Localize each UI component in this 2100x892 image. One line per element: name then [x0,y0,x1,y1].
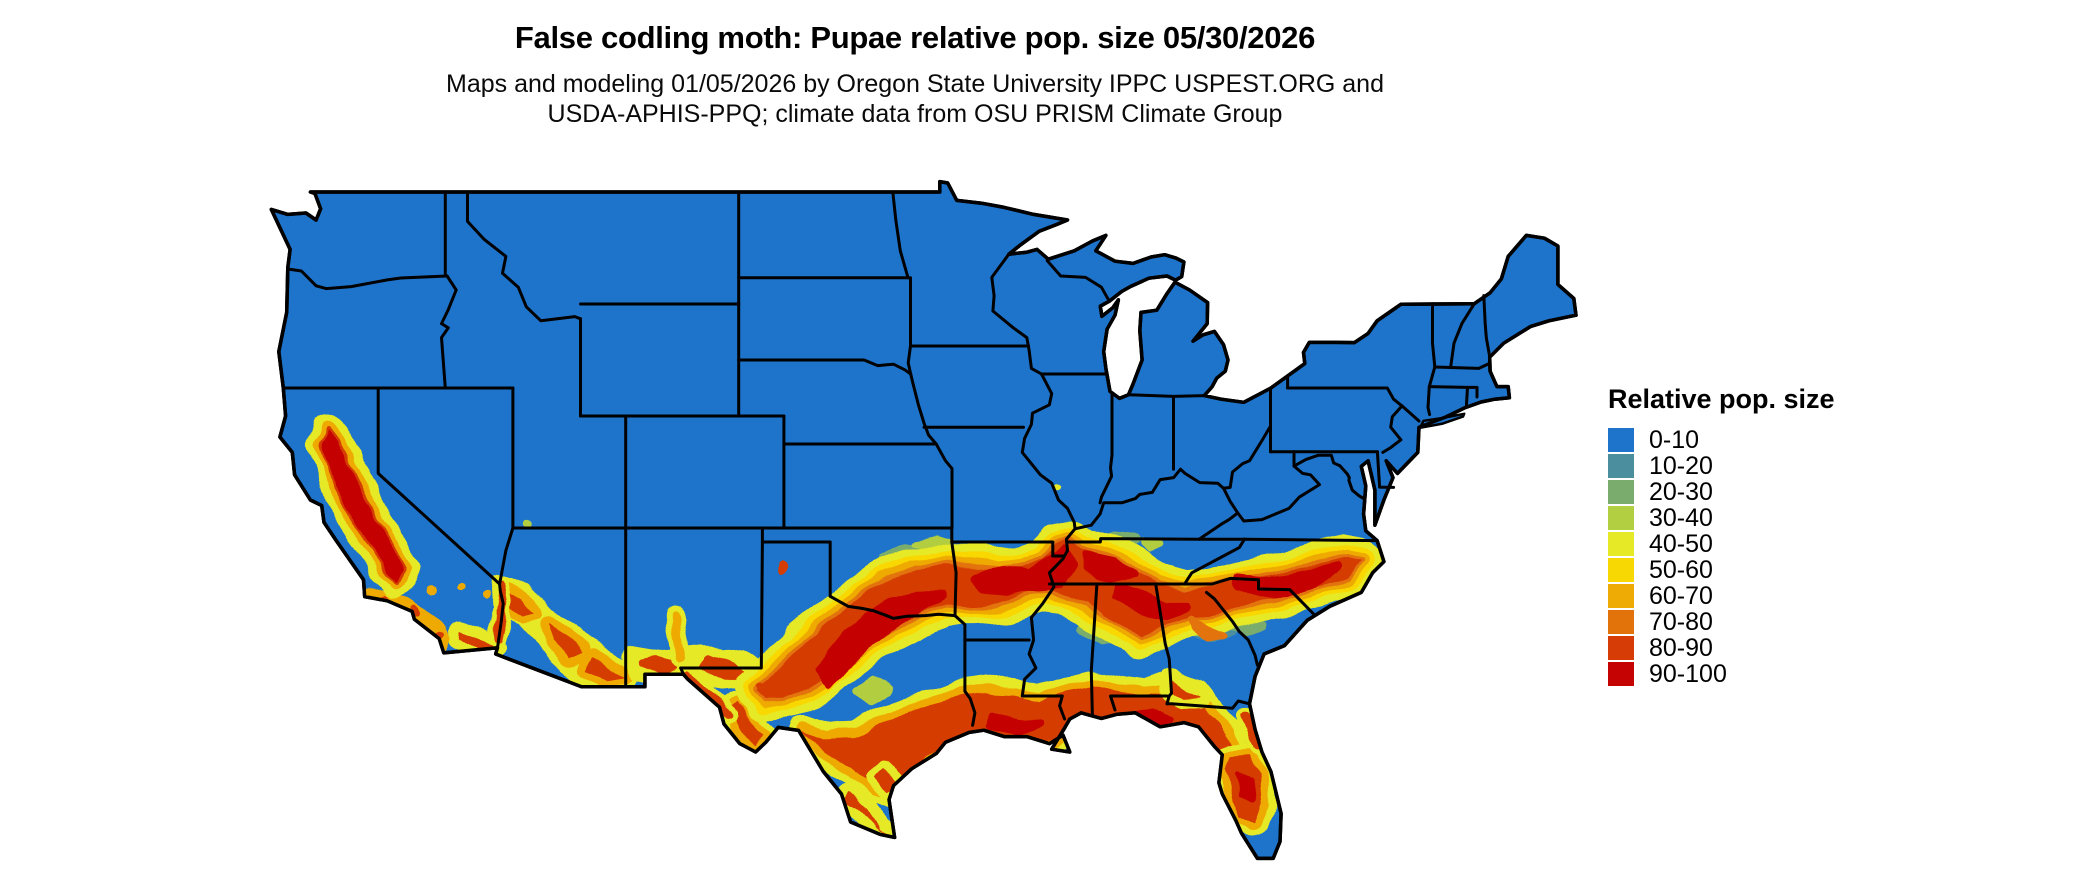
legend-swatch [1608,662,1634,686]
legend-item: 80-90 [1608,635,1835,661]
legend-item: 30-40 [1608,505,1835,531]
legend-label: 10-20 [1649,452,1713,480]
legend-swatch [1608,584,1634,608]
legend-item: 10-20 [1608,453,1835,479]
legend-item: 0-10 [1608,427,1835,453]
legend-item: 90-100 [1608,661,1835,687]
legend-item: 70-80 [1608,609,1835,635]
legend-items: 0-10 10-20 20-30 30-40 40-50 50-60 60-70 70-80 8… [1608,427,1835,687]
legend-label: 20-30 [1649,478,1713,506]
legend-label: 0-10 [1649,426,1700,454]
legend-label: 70-80 [1649,608,1713,636]
figure-title: False codling moth: Pupae relative pop. … [514,20,1316,55]
legend-swatch [1608,428,1634,452]
legend-label: 40-50 [1649,530,1713,558]
legend-swatch [1608,532,1634,556]
legend-item: 60-70 [1608,583,1835,609]
legend-swatch [1608,558,1634,582]
map-legend: Relative pop. size 0-10 10-20 20-30 30-40 40… [1608,384,1835,687]
subtitle-line-1: Maps and modeling 01/05/2026 by Oregon S… [446,70,1384,98]
legend-item: 20-30 [1608,479,1835,505]
legend-label: 60-70 [1649,582,1713,610]
legend-swatch [1608,610,1634,634]
legend-label: 50-60 [1649,556,1713,584]
legend-item: 50-60 [1608,557,1835,583]
legend-label: 90-100 [1649,660,1727,688]
legend-swatch [1608,636,1634,660]
title-block: False codling moth: Pupae relative pop. … [0,0,1830,129]
legend-swatch [1608,454,1634,478]
legend-swatch [1608,480,1634,504]
legend-label: 30-40 [1649,504,1713,532]
legend-label: 80-90 [1649,634,1713,662]
state-borders [281,190,1492,727]
legend-title: Relative pop. size [1608,384,1835,414]
legend-swatch [1608,506,1634,530]
legend-item: 40-50 [1608,531,1835,557]
figure-subtitle: Maps and modeling 01/05/2026 by Oregon S… [0,69,1830,129]
subtitle-line-2: USDA-APHIS-PPQ; climate data from OSU PR… [547,100,1283,128]
conus-outline [269,179,1578,861]
